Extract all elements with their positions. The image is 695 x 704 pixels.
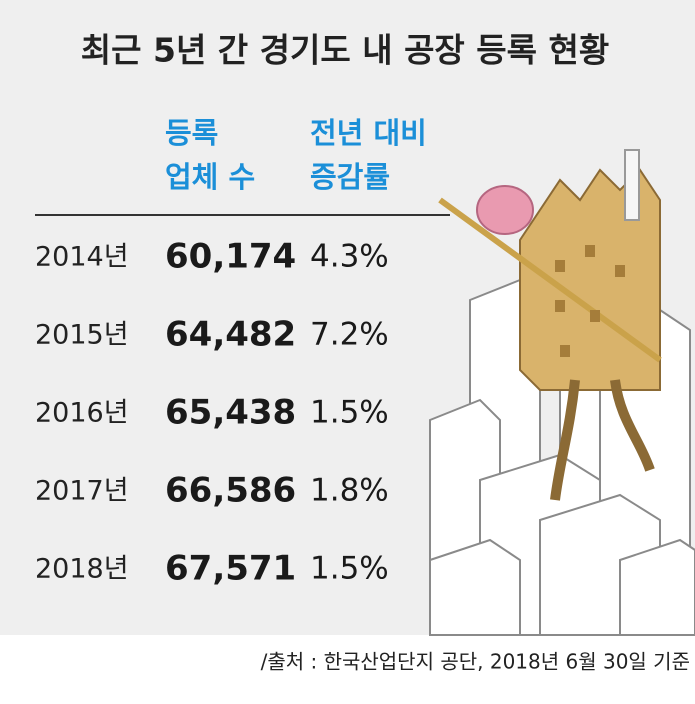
count-cell: 60,174 <box>165 237 296 277</box>
count-cell: 64,482 <box>165 315 296 355</box>
title: 최근 5년 간 경기도 내 공장 등록 현황 <box>81 31 609 70</box>
column-header: 전년 대비 <box>310 116 427 150</box>
rate-cell: 4.3% <box>310 239 389 275</box>
column-header: 업체 수 <box>165 160 255 194</box>
rate-cell: 7.2% <box>310 317 389 353</box>
column-header: 증감률 <box>310 160 390 194</box>
rate-cell: 1.5% <box>310 395 389 431</box>
year-cell: 2018년 <box>35 554 129 585</box>
year-cell: 2016년 <box>35 398 129 429</box>
year-cell: 2017년 <box>35 476 129 507</box>
rate-cell: 1.8% <box>310 473 389 509</box>
column-header: 등록 <box>165 116 218 150</box>
rate-cell: 1.5% <box>310 551 389 587</box>
year-cell: 2015년 <box>35 320 129 351</box>
source: /출처 : 한국산업단지 공단, 2018년 6월 30일 기준 <box>261 650 690 674</box>
count-cell: 66,586 <box>165 471 296 511</box>
year-cell: 2014년 <box>35 242 129 273</box>
count-cell: 67,571 <box>165 549 296 589</box>
count-cell: 65,438 <box>165 393 296 433</box>
footer-background <box>0 635 695 700</box>
illustration <box>429 149 695 636</box>
